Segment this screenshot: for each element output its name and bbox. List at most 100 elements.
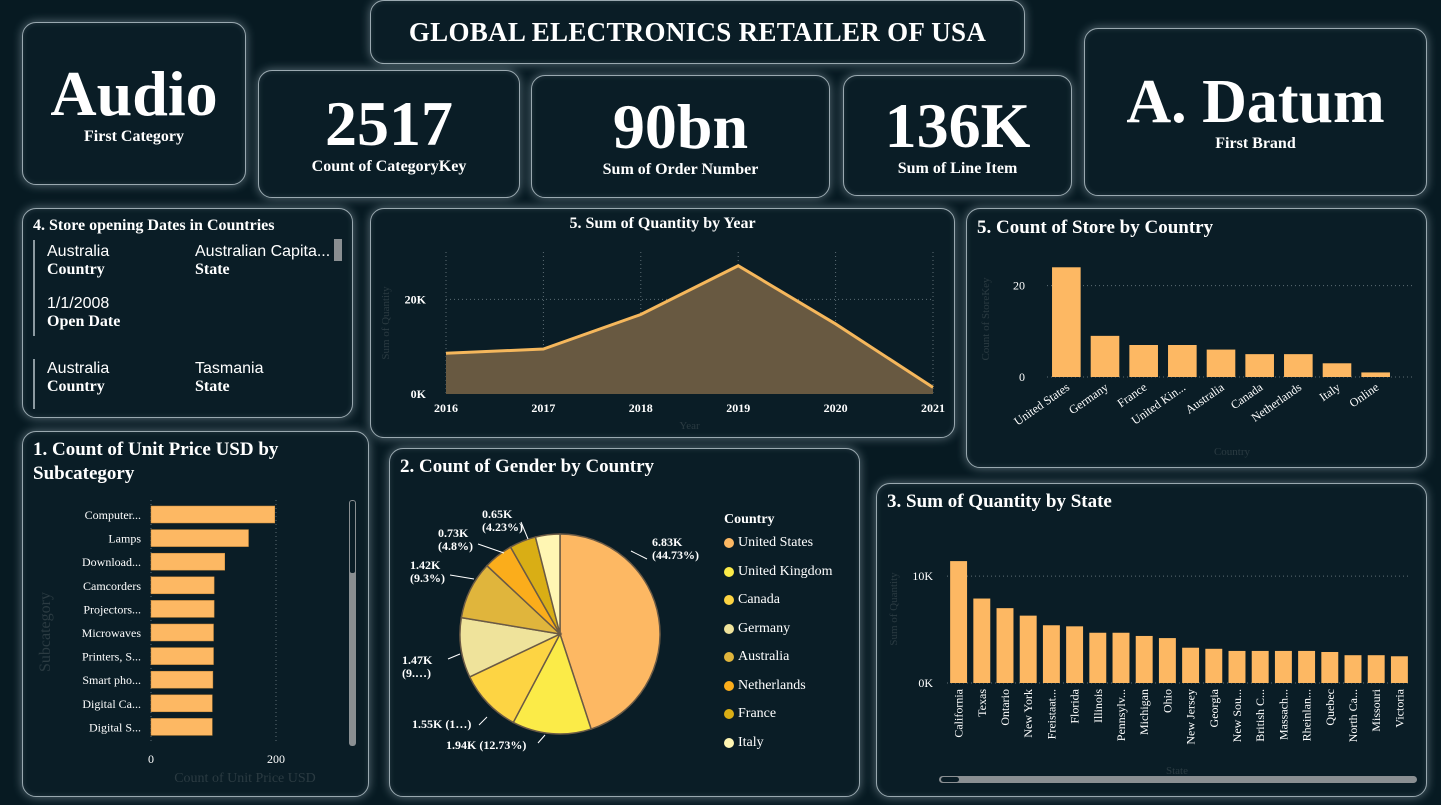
- legend-swatch: [724, 709, 734, 719]
- subcategory-bar: [150, 694, 213, 713]
- x-tick-label: California: [952, 688, 966, 737]
- quantity-by-state-chart: California Texas Ontario New York Freistaat.…: [888, 561, 1417, 783]
- pie-legend-item[interactable]: Australia: [724, 649, 789, 665]
- kpi-first-brand[interactable]: A. Datum First Brand: [1084, 28, 1427, 196]
- store-country-bar: [1361, 372, 1390, 377]
- y-tick-label: Printers, S...: [82, 650, 141, 664]
- state-bar: [1019, 615, 1037, 683]
- y-tick-label: Digital Ca...: [82, 697, 141, 711]
- kpi-value: 90bn: [612, 90, 749, 162]
- unit-price-card[interactable]: 1. Count of Unit Price USD by Subcategor…: [22, 431, 369, 797]
- legend-label: Netherlands: [738, 677, 806, 693]
- x-tick-label: Texas: [975, 689, 989, 717]
- pie-legend-item[interactable]: France: [724, 706, 776, 722]
- pie-leader-line: [478, 716, 488, 726]
- y-tick-label: 0K: [411, 387, 427, 401]
- store-state-label: State: [195, 378, 230, 395]
- pie-legend-item[interactable]: United States: [724, 535, 813, 551]
- legend-label: United States: [738, 535, 814, 550]
- quantity-by-year-card[interactable]: 5. Sum of Quantity by Year 2016 2017 2018 2…: [370, 208, 955, 438]
- legend-swatch: [724, 680, 734, 691]
- pie-legend-item[interactable]: United Kingdom: [724, 564, 833, 580]
- legend-label: Canada: [738, 592, 780, 607]
- kpi-count-category[interactable]: 2517 Count of CategoryKey: [258, 70, 520, 198]
- subcategory-bar: [150, 600, 215, 618]
- kpi-sum-line[interactable]: 136K Sum of Line Item: [843, 75, 1072, 196]
- store-country-label: Country: [47, 378, 105, 395]
- x-tick-label: 2017: [531, 401, 555, 415]
- legend-label: Australia: [738, 649, 790, 664]
- state-bar: [1344, 655, 1362, 683]
- gender-by-country-card[interactable]: 2. Count of Gender by Country 6.83K (44.7…: [389, 448, 860, 797]
- state-scroll-thumb: [941, 777, 959, 782]
- quantity-by-state-title: 3. Sum of Quantity by State: [887, 491, 1112, 512]
- pie-legend-item[interactable]: Germany: [724, 621, 790, 637]
- x-tick-label: 2016: [434, 401, 458, 415]
- gender-by-country-title: 2. Count of Gender by Country: [400, 456, 655, 477]
- store-country-value: Australia: [47, 360, 110, 377]
- pie-data-label: 1.42K (9.3%): [410, 558, 445, 585]
- state-bar: [1135, 635, 1153, 683]
- store-row-1[interactable]: Australia Country Australian Capita... S…: [33, 240, 333, 336]
- y-tick-label: Computer...: [85, 508, 141, 522]
- store-country-value: Australia: [47, 243, 110, 260]
- legend-swatch: [724, 737, 734, 748]
- store-country-bar: [1052, 267, 1081, 377]
- store-state-value: Australian Capita...: [195, 243, 331, 260]
- x-axis-label: Country: [1214, 446, 1251, 458]
- store-by-country-card[interactable]: 5. Count of Store by Country United Stat…: [966, 208, 1427, 468]
- x-tick-label: Freistaat...: [1044, 689, 1058, 739]
- x-tick-label: Ohio: [1160, 689, 1174, 713]
- y-tick-label: Download...: [82, 555, 141, 569]
- unit-price-title: 1. Count of Unit Price USD by Subcategor…: [33, 439, 279, 484]
- pie-leader-line: [537, 734, 546, 744]
- x-tick-label: Germany: [1066, 380, 1111, 417]
- y-tick-label: 20K: [405, 292, 427, 306]
- kpi-sum-order[interactable]: 90bn Sum of Order Number: [531, 75, 830, 198]
- store-dates-card[interactable]: 4. Store opening Dates in Countries Aust…: [22, 208, 353, 418]
- x-axis-label: State: [1166, 765, 1188, 777]
- store-date-value: 1/1/2008: [47, 295, 110, 312]
- legend-label: United Kingdom: [738, 563, 833, 579]
- x-tick-label: Missouri: [1369, 688, 1383, 731]
- subcategory-bar: [150, 505, 275, 524]
- store-dates-title: 4. Store opening Dates in Countries: [33, 217, 275, 234]
- state-bar: [1251, 650, 1269, 683]
- x-tick-label: New Jersey: [1184, 689, 1198, 745]
- x-tick-label: Florida: [1068, 688, 1082, 723]
- store-row-2[interactable]: Australia Country Tasmania State: [33, 359, 333, 409]
- pie-legend-item[interactable]: Netherlands: [724, 678, 806, 694]
- x-tick-label: Ontario: [998, 689, 1012, 726]
- subcategory-bar: [150, 529, 249, 547]
- state-bar: [1321, 651, 1339, 683]
- pie-legend-item[interactable]: Canada: [724, 592, 780, 608]
- quantity-by-state-card[interactable]: 3. Sum of Quantity by State California Te…: [876, 483, 1427, 797]
- state-bar: [1228, 650, 1246, 683]
- state-bar: [973, 598, 991, 683]
- store-country-bar: [1245, 354, 1274, 377]
- pie-legend-title: Country: [724, 512, 775, 527]
- y-tick-label: 0: [1019, 370, 1025, 384]
- kpi-first-category[interactable]: Audio First Category: [22, 22, 246, 185]
- x-axis-label: Count of Unit Price USD: [174, 771, 316, 786]
- x-tick-label: Illinois: [1091, 689, 1105, 723]
- legend-label: Germany: [738, 620, 791, 636]
- kpi-label: First Category: [84, 127, 184, 145]
- x-tick-label: Pennsylv...: [1114, 689, 1128, 741]
- dashboard-title: GLOBAL ELECTRONICS RETAILER OF USA: [408, 16, 987, 47]
- store-country-bar: [1129, 345, 1158, 377]
- pie-legend-item[interactable]: Italy: [724, 735, 764, 751]
- pie-data-label: 1.94K (12.73%): [446, 738, 526, 752]
- state-bar: [1274, 650, 1292, 683]
- store-country-bar: [1206, 349, 1236, 377]
- kpi-label: Count of CategoryKey: [311, 158, 467, 175]
- y-tick-label: Lamps: [108, 532, 141, 546]
- pie-data-label: 1.47K (9.…): [402, 653, 433, 680]
- store-dates-scrollbar[interactable]: [334, 239, 342, 261]
- pie-data-label: 0.73K (4.8%): [438, 526, 473, 553]
- legend-swatch: [724, 538, 734, 548]
- x-tick-label: 2018: [629, 401, 653, 415]
- x-tick-label: Australia: [1183, 380, 1228, 417]
- y-tick-label: 20: [1013, 279, 1025, 293]
